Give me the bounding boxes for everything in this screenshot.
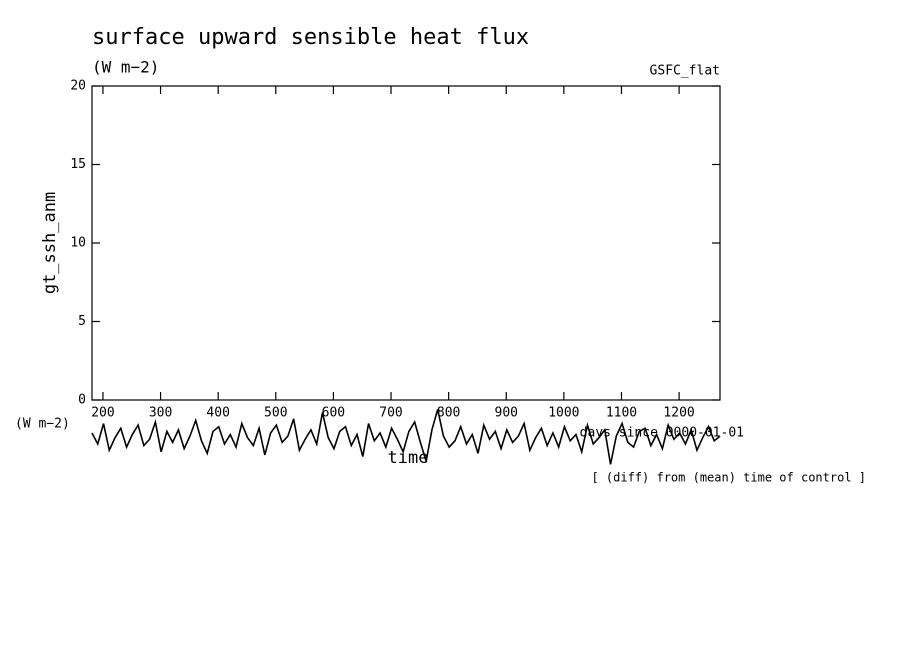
data-line bbox=[91, 409, 721, 465]
x-tick-label: 800 bbox=[437, 406, 460, 421]
x-tick-label: 1000 bbox=[548, 406, 579, 421]
source-label: GSFC_flat bbox=[650, 64, 720, 79]
y-tick-label: 20 bbox=[70, 79, 86, 94]
x-tick-label: 1200 bbox=[663, 406, 694, 421]
note: [ (diff) from (mean) time of control ] bbox=[591, 471, 866, 485]
x-axis-label: time bbox=[388, 448, 429, 468]
x-tick-label: 900 bbox=[495, 406, 518, 421]
x-unit-label: days since 0000-01-01 bbox=[580, 426, 744, 441]
y-tick-label: 5 bbox=[78, 314, 86, 329]
y-axis-label: gt_ssh_anm bbox=[40, 192, 60, 294]
x-tick-label: 700 bbox=[379, 406, 402, 421]
chart-subtitle: (W m−2) bbox=[92, 58, 159, 77]
x-tick-label: 500 bbox=[264, 406, 287, 421]
x-tick-label: 300 bbox=[149, 406, 172, 421]
chart-title: surface upward sensible heat flux bbox=[92, 25, 529, 50]
y-tick-label: 10 bbox=[70, 236, 86, 251]
y-unit-label: (W m−2) bbox=[15, 417, 70, 432]
x-tick-label: 200 bbox=[91, 406, 114, 421]
x-tick-label: 600 bbox=[322, 406, 345, 421]
plot-frame bbox=[91, 85, 721, 401]
x-tick-label: 1100 bbox=[606, 406, 637, 421]
y-tick-label: 15 bbox=[70, 157, 86, 172]
y-tick-label: 0 bbox=[78, 393, 86, 408]
x-tick-label: 400 bbox=[206, 406, 229, 421]
